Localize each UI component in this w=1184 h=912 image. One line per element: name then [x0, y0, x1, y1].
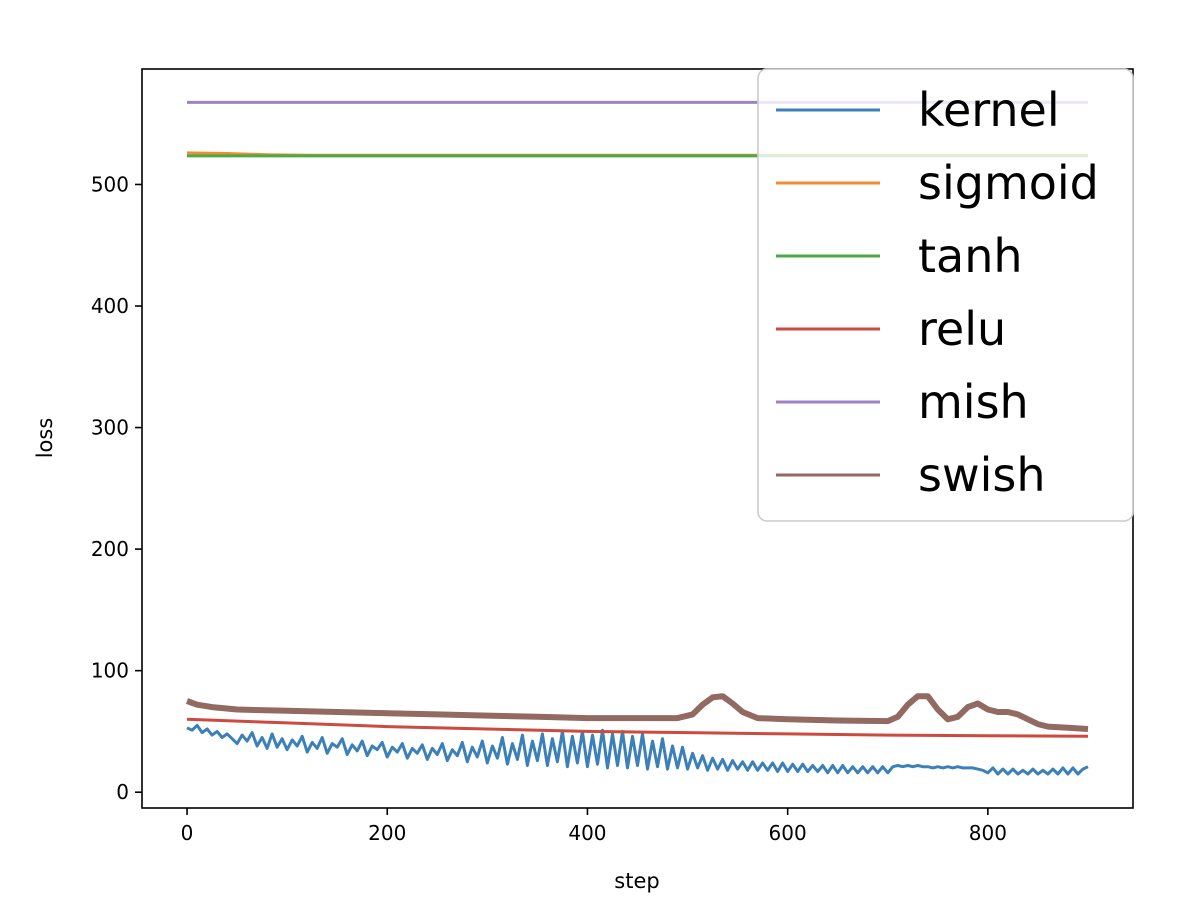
series-layer — [185, 100, 1089, 776]
y-tick-label: 400 — [91, 294, 129, 318]
y-axis: 0 100 200 300 400 500 — [91, 172, 142, 804]
series-line-relu — [186, 717, 1089, 738]
x-tick-label: 400 — [568, 821, 606, 845]
series-line-swish — [185, 693, 1089, 732]
legend-label-kernel: kernel — [918, 83, 1060, 137]
legend-label-mish: mish — [918, 375, 1029, 429]
x-tick-label: 200 — [368, 821, 406, 845]
x-axis: 0 200 400 600 800 — [181, 808, 1007, 845]
legend-label-swish: swish — [918, 448, 1046, 502]
y-tick-label: 500 — [91, 172, 129, 196]
y-axis-label: loss — [33, 418, 57, 459]
x-axis-label: step — [614, 869, 659, 893]
legend: kernel sigmoid tanh relu mish swish — [757, 68, 1134, 522]
legend-label-sigmoid: sigmoid — [918, 156, 1099, 210]
x-tick-label: 0 — [181, 821, 194, 845]
y-tick-label: 300 — [91, 416, 129, 440]
y-tick-label: 200 — [91, 537, 129, 561]
y-tick-label: 100 — [91, 659, 129, 683]
series-line-kernel — [186, 723, 1089, 776]
y-tick-label: 0 — [116, 780, 129, 804]
legend-label-relu: relu — [918, 302, 1006, 356]
x-tick-label: 600 — [769, 821, 807, 845]
x-tick-label: 800 — [969, 821, 1007, 845]
legend-label-tanh: tanh — [918, 229, 1023, 283]
